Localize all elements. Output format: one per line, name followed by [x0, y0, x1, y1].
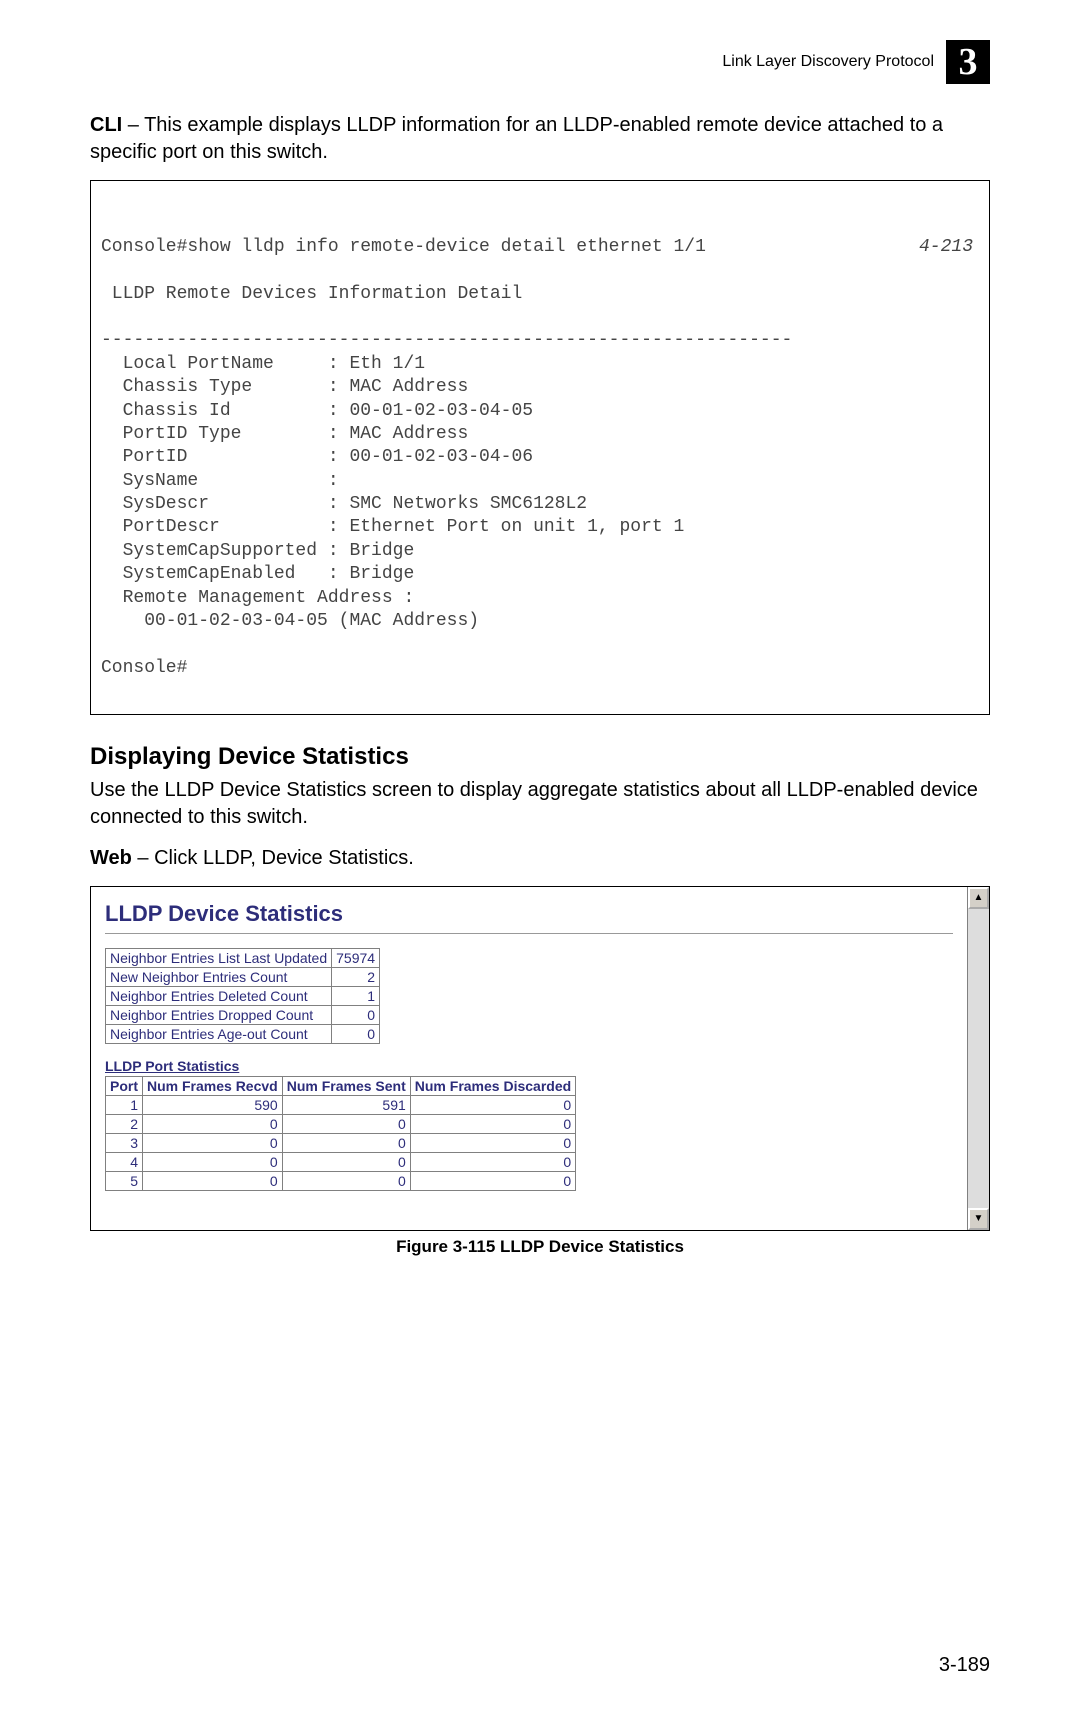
- cell: 0: [282, 1133, 410, 1152]
- table-row: Neighbor Entries Age-out Count0: [106, 1024, 380, 1043]
- cell: 590: [143, 1095, 283, 1114]
- cell: 0: [143, 1114, 283, 1133]
- stat-label: Neighbor Entries Age-out Count: [106, 1024, 332, 1043]
- scroll-down-button[interactable]: ▼: [968, 1208, 989, 1230]
- web-text: – Click LLDP, Device Statistics.: [132, 847, 414, 869]
- cell: 0: [410, 1133, 575, 1152]
- table-row: 5000: [106, 1171, 576, 1190]
- cell: 0: [282, 1171, 410, 1190]
- cell: 0: [410, 1171, 575, 1190]
- cell: 0: [282, 1114, 410, 1133]
- cli-reference: 4-213: [919, 236, 979, 259]
- stat-value: 0: [332, 1005, 380, 1024]
- cell: 0: [410, 1095, 575, 1114]
- neighbor-entries-table: Neighbor Entries List Last Updated75974N…: [105, 948, 380, 1044]
- lldp-panel-title: LLDP Device Statistics: [105, 901, 953, 927]
- cli-command: Console#show lldp info remote-device det…: [101, 236, 706, 259]
- cell: 2: [106, 1114, 143, 1133]
- page-number: 3-189: [939, 1654, 990, 1677]
- stat-label: Neighbor Entries Deleted Count: [106, 986, 332, 1005]
- cli-intro-paragraph: CLI – This example displays LLDP informa…: [90, 112, 990, 166]
- table-row: 4000: [106, 1152, 576, 1171]
- scrollbar[interactable]: ▲ ▼: [967, 887, 989, 1230]
- cell: 0: [143, 1171, 283, 1190]
- cell: 0: [410, 1114, 575, 1133]
- table-row: 15905910: [106, 1095, 576, 1114]
- cell: 0: [143, 1133, 283, 1152]
- table-row: New Neighbor Entries Count2: [106, 967, 380, 986]
- column-header: Num Frames Sent: [282, 1076, 410, 1095]
- scroll-up-button[interactable]: ▲: [968, 887, 989, 909]
- figure-caption: Figure 3-115 LLDP Device Statistics: [90, 1237, 990, 1257]
- cell: 5: [106, 1171, 143, 1190]
- column-header: Port: [106, 1076, 143, 1095]
- cell: 591: [282, 1095, 410, 1114]
- stat-value: 75974: [332, 948, 380, 967]
- port-statistics-table: PortNum Frames RecvdNum Frames SentNum F…: [105, 1076, 576, 1191]
- stat-label: New Neighbor Entries Count: [106, 967, 332, 986]
- table-row: Neighbor Entries List Last Updated75974: [106, 948, 380, 967]
- cell: 3: [106, 1133, 143, 1152]
- column-header: Num Frames Recvd: [143, 1076, 283, 1095]
- table-row: Neighbor Entries Deleted Count1: [106, 986, 380, 1005]
- web-instruction: Web – Click LLDP, Device Statistics.: [90, 845, 990, 872]
- stat-label: Neighbor Entries Dropped Count: [106, 1005, 332, 1024]
- cli-prefix: CLI: [90, 114, 122, 136]
- lldp-statistics-screenshot: LLDP Device Statistics Neighbor Entries …: [90, 886, 990, 1231]
- stat-value: 2: [332, 967, 380, 986]
- port-stats-heading: LLDP Port Statistics: [105, 1058, 953, 1074]
- cell: 0: [282, 1152, 410, 1171]
- chapter-badge: 3: [946, 40, 990, 84]
- table-row: 3000: [106, 1133, 576, 1152]
- section-paragraph: Use the LLDP Device Statistics screen to…: [90, 777, 990, 831]
- page-header: Link Layer Discovery Protocol 3: [90, 40, 990, 84]
- cell: 1: [106, 1095, 143, 1114]
- cli-intro-text: – This example displays LLDP information…: [90, 114, 943, 163]
- cli-body: LLDP Remote Devices Information Detail -…: [101, 284, 792, 678]
- cell: 0: [410, 1152, 575, 1171]
- divider: [105, 933, 953, 934]
- stat-value: 1: [332, 986, 380, 1005]
- header-title: Link Layer Discovery Protocol: [722, 53, 934, 71]
- table-row: 2000: [106, 1114, 576, 1133]
- table-row: Neighbor Entries Dropped Count0: [106, 1005, 380, 1024]
- cell: 4: [106, 1152, 143, 1171]
- column-header: Num Frames Discarded: [410, 1076, 575, 1095]
- stat-label: Neighbor Entries List Last Updated: [106, 948, 332, 967]
- stat-value: 0: [332, 1024, 380, 1043]
- section-heading: Displaying Device Statistics: [90, 743, 990, 771]
- cell: 0: [143, 1152, 283, 1171]
- cli-output-box: Console#show lldp info remote-device det…: [90, 180, 990, 715]
- web-prefix: Web: [90, 847, 132, 869]
